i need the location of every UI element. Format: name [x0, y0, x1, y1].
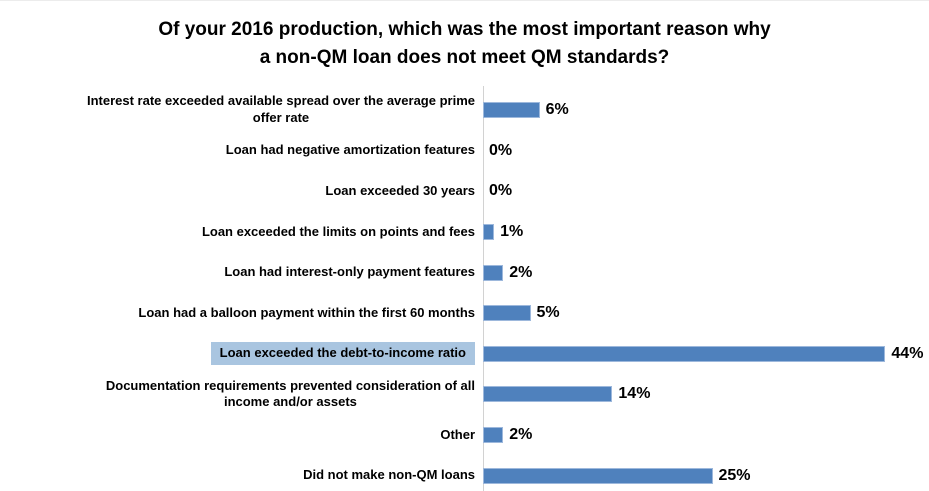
category-label-cell: Interest rate exceeded available spread …	[0, 93, 483, 127]
category-label-cell: Other	[0, 427, 483, 444]
value-label: 44%	[891, 344, 924, 362]
value-label: 0%	[489, 141, 513, 159]
value-label: 25%	[718, 466, 751, 484]
bar	[483, 467, 713, 484]
category-label-cell: Loan exceeded 30 years	[0, 183, 483, 200]
category-label-cell: Loan exceeded the limits on points and f…	[0, 224, 483, 241]
category-label: Loan had negative amortization features	[225, 142, 475, 158]
category-label-cell: Did not make non-QM loans	[0, 467, 483, 484]
bar	[483, 102, 540, 119]
chart-row: Loan exceeded the debt-to-income ratio 44…	[0, 334, 929, 375]
bar	[483, 305, 531, 322]
category-label: Loan exceeded 30 years	[325, 183, 475, 199]
category-label-highlighted: Loan exceeded the debt-to-income ratio	[210, 342, 475, 366]
chart-row: Loan had a balloon payment within the fi…	[0, 293, 929, 334]
category-label: Other	[440, 426, 475, 442]
bar-cell: 5%	[483, 304, 929, 322]
chart-row: Documentation requirements prevented con…	[0, 374, 929, 415]
chart-row: Loan had interest-only payment features 2…	[0, 252, 929, 293]
value-label: 14%	[618, 385, 651, 403]
value-label: 1%	[500, 223, 524, 241]
category-label: Documentation requirements prevented con…	[105, 377, 475, 410]
bar-cell: 44%	[483, 345, 929, 363]
chart-row: Loan had negative amortization features 0…	[0, 131, 929, 172]
chart-title: Of your 2016 production, which was the m…	[158, 19, 771, 68]
chart-rows: Interest rate exceeded available spread …	[0, 90, 929, 491]
bar-cell: 2%	[483, 426, 929, 444]
bar-cell: 1%	[483, 223, 929, 241]
category-label-cell: Loan had negative amortization features	[0, 142, 483, 159]
bar-cell: 0%	[483, 182, 929, 200]
bar-cell: 14%	[483, 385, 929, 403]
category-label-cell: Documentation requirements prevented con…	[0, 378, 483, 412]
bar-chart: Interest rate exceeded available spread …	[0, 86, 929, 491]
bar	[483, 224, 495, 241]
chart-row: Other 2%	[0, 415, 929, 456]
bar-cell: 0%	[483, 142, 929, 160]
category-label: Loan had interest-only payment features	[224, 264, 475, 280]
value-label: 6%	[545, 101, 569, 119]
bar-cell: 2%	[483, 264, 929, 282]
value-label: 2%	[509, 426, 533, 444]
category-label: Loan had a balloon payment within the fi…	[138, 304, 475, 320]
chart-row: Interest rate exceeded available spread …	[0, 90, 929, 131]
chart-row: Loan exceeded 30 years 0%	[0, 171, 929, 212]
category-label: Did not make non-QM loans	[303, 467, 475, 483]
bar	[483, 386, 613, 403]
y-axis-line	[483, 86, 484, 491]
category-label: Interest rate exceeded available spread …	[86, 93, 475, 126]
category-label-cell: Loan had a balloon payment within the fi…	[0, 305, 483, 322]
chart-row: Did not make non-QM loans 25%	[0, 455, 929, 491]
category-label-cell: Loan had interest-only payment features	[0, 264, 483, 281]
category-label: Loan exceeded the limits on points and f…	[201, 223, 475, 239]
bar-cell: 6%	[483, 101, 929, 119]
value-label: 5%	[536, 304, 560, 322]
chart-row: Loan exceeded the limits on points and f…	[0, 212, 929, 253]
value-label: 2%	[509, 263, 533, 281]
bar-cell: 25%	[483, 467, 929, 485]
category-label-cell: Loan exceeded the debt-to-income ratio	[0, 342, 483, 366]
bar	[483, 264, 504, 281]
bar	[483, 427, 504, 444]
value-label: 0%	[489, 182, 513, 200]
bar	[483, 345, 886, 362]
